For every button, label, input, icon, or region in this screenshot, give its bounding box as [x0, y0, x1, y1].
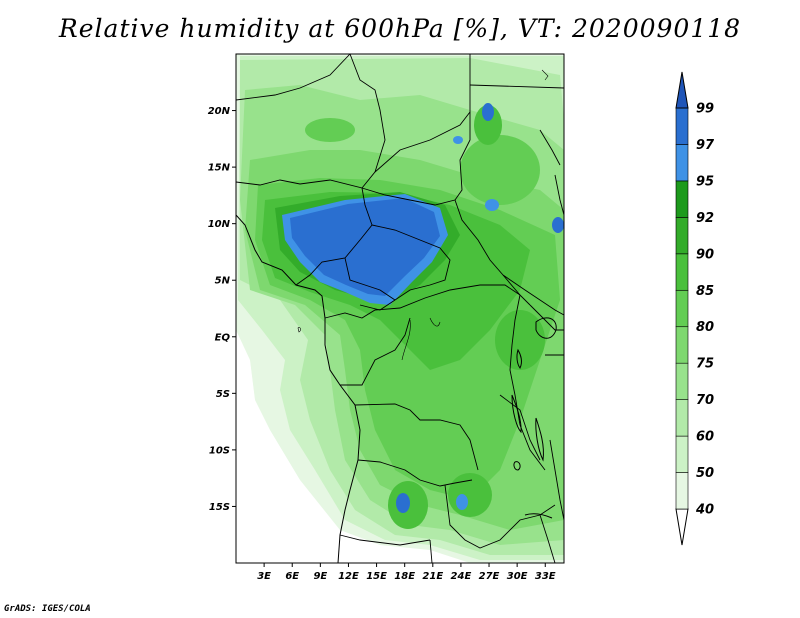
rh-patch-east: [460, 135, 540, 205]
lat-label: 15S: [209, 502, 230, 513]
rh-spot-ne-1: [482, 103, 494, 121]
colorbar-segment: [675, 253, 689, 291]
coastline: [236, 214, 361, 563]
rh-spot-se: [456, 494, 468, 510]
colorbar-label: 70: [696, 393, 714, 408]
colorbar-segment: [675, 180, 689, 218]
colorbar-label: 75: [696, 357, 714, 372]
rh-patch-north: [305, 118, 355, 142]
colorbar-segment: [675, 326, 689, 364]
colorbar-label: 60: [696, 430, 714, 445]
rh-spot-east: [552, 217, 564, 233]
rh-spot-sw: [396, 493, 410, 513]
colorbar-label: 97: [696, 138, 715, 153]
latitude-axis: 20N 15N 10N 5N EQ 5S 10S 15S: [208, 106, 236, 513]
rh-spot-ne-2: [485, 199, 499, 211]
rh-spot-ne-3: [453, 136, 463, 144]
colorbar-label: 85: [696, 284, 714, 299]
colorbar-label: 92: [696, 211, 714, 226]
colorbar-label: 80: [696, 320, 714, 335]
lat-label: EQ: [215, 332, 231, 343]
rh-patch-se: [448, 473, 492, 517]
colorbar-segment: [675, 144, 689, 182]
colorbar-label: 50: [696, 466, 714, 481]
colorbar-label: 40: [695, 503, 714, 518]
lon-label: 9E: [313, 571, 327, 582]
longitude-axis: 3E 6E 9E 12E 15E 18E 21E 24E 27E 30E 33E: [257, 563, 556, 582]
lon-label: 21E: [422, 571, 443, 582]
grads-credit: GrADS: IGES/COLA: [4, 604, 91, 614]
country-borders: [236, 54, 564, 563]
rh-region-97: [290, 198, 440, 296]
colorbar-segment: [675, 399, 689, 437]
colorbar-label: 99: [696, 102, 714, 117]
colorbar-over-triangle: [675, 71, 689, 109]
lat-label: 15N: [208, 163, 231, 174]
colorbar-segment: [675, 217, 689, 255]
colorbar: 40 50 60 70 75 80 85 90 92 95 97 99: [675, 71, 715, 546]
colorbar-segment: [675, 435, 689, 473]
lakes: [511, 317, 557, 519]
lon-label: 3E: [257, 571, 271, 582]
colorbar-under-triangle: [675, 508, 689, 546]
lat-label: 10S: [209, 445, 230, 456]
map-title: Relative humidity at 600hPa [%], VT: 202…: [58, 14, 742, 43]
lon-label: 30E: [507, 571, 528, 582]
rh-patch-lakes: [495, 310, 545, 370]
colorbar-segment: [675, 362, 689, 400]
lon-label: 12E: [338, 571, 359, 582]
lon-label: 24E: [451, 571, 472, 582]
lon-label: 15E: [366, 571, 387, 582]
lat-label: 5S: [216, 389, 230, 400]
rh-patch-ne: [474, 105, 502, 145]
lat-label: 10N: [208, 219, 231, 230]
lon-label: 18E: [394, 571, 415, 582]
colorbar-segment: [675, 107, 689, 145]
colorbar-label: 90: [696, 247, 714, 262]
humidity-field: [236, 54, 564, 563]
lon-label: 27E: [479, 571, 500, 582]
colorbar-segment: [675, 472, 689, 510]
lon-label: 6E: [285, 571, 299, 582]
colorbar-segment: [675, 289, 689, 328]
colorbar-label: 95: [696, 174, 714, 189]
lon-label: 33E: [535, 571, 556, 582]
map-frame: [235, 53, 565, 564]
lat-label: 20N: [208, 106, 231, 117]
lat-label: 5N: [215, 276, 231, 287]
rivers: [297, 69, 549, 361]
